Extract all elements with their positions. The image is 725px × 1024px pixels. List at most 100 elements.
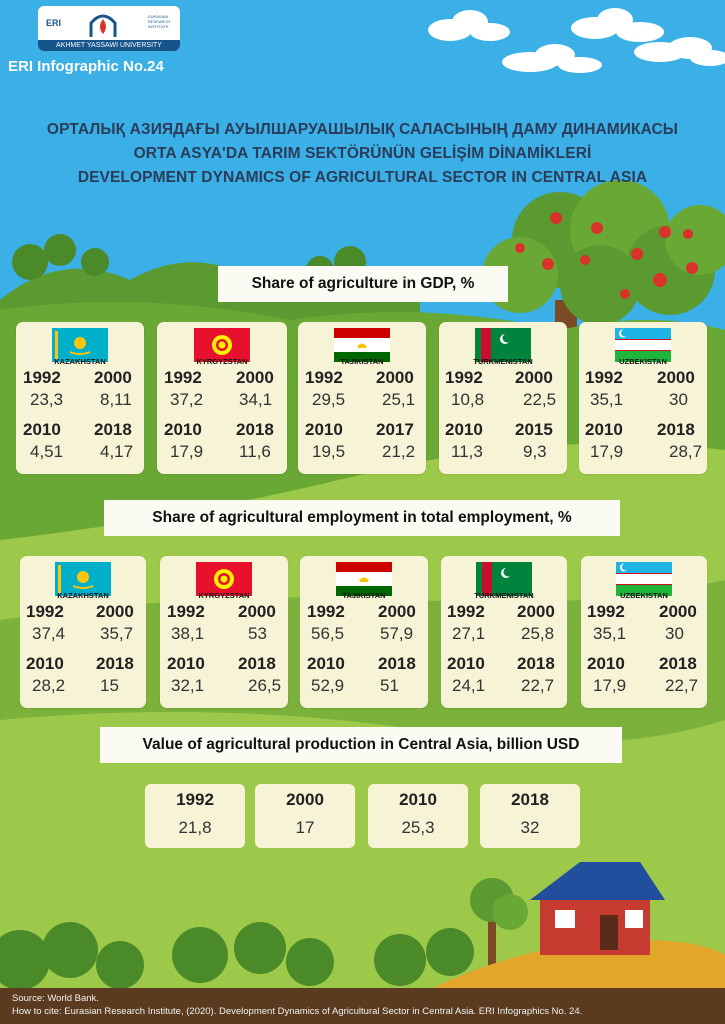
footer: Source: World Bank. How to cite: Eurasia… — [0, 988, 725, 1024]
country-name: KYRGYZSTAN — [196, 357, 248, 366]
value-label: 11,6 — [239, 442, 271, 461]
production-value: 32 — [520, 818, 540, 837]
tajikistan-flag-icon — [336, 562, 392, 596]
logo-subtitle: EURASIAN RESEARCH INSTITUTE — [148, 14, 171, 29]
value-label: 37,2 — [170, 390, 204, 409]
production-value: 21,8 — [178, 818, 212, 837]
country-name: KAZAKHSTAN — [54, 357, 106, 366]
year-label: 2015 — [515, 420, 553, 439]
value-label: 29,5 — [312, 390, 346, 409]
year-label: 1992 — [164, 368, 202, 387]
value-label: 28,7 — [669, 442, 703, 461]
country-card-tajikistan: TAJIKISTAN 1992 29,5 2000 25,1 2010 19,5 2017 21… — [298, 322, 426, 474]
value-label: 27,1 — [452, 624, 486, 643]
country-name: UZBEKISTAN — [620, 591, 668, 600]
house-icon — [530, 862, 665, 955]
country-card-kyrgyzstan: KYRGYZSTAN 1992 38,1 2000 53 2010 32,1 2018 26,5 — [160, 556, 288, 708]
year-label: 1992 — [307, 602, 345, 621]
production-value: 25,3 — [401, 818, 435, 837]
year-label: 2010 — [305, 420, 343, 439]
value-label: 24,1 — [452, 676, 486, 695]
country-card-turkmenistan: TURKMENISTAN 1992 10,8 2000 22,5 2010 11,3 2015… — [439, 322, 567, 474]
value-label: 4,51 — [30, 442, 64, 461]
value-label: 30 — [665, 624, 684, 643]
logo-short: ERI — [46, 18, 62, 28]
year-label: 2010 — [587, 654, 625, 673]
turkmenistan-flag-icon — [476, 562, 532, 596]
tajikistan-flag-icon — [334, 328, 390, 362]
title-kazakh: ОРТАЛЫҚ АЗИЯДАҒЫ АУЫЛШАРУАШЫЛЫҚ САЛАСЫНЫ… — [46, 121, 679, 138]
title-english: DEVELOPMENT DYNAMICS OF AGRICULTURAL SEC… — [77, 169, 648, 186]
value-label: 10,8 — [451, 390, 485, 409]
value-label: 32,1 — [171, 676, 205, 695]
year-label: 2000 — [378, 602, 416, 621]
production-year: 2010 — [399, 790, 437, 809]
production-card: 2010 25,3 — [368, 784, 468, 848]
uzbekistan-flag-icon — [615, 328, 671, 362]
uzbekistan-flag-icon — [616, 562, 672, 596]
value-label: 30 — [669, 390, 688, 409]
value-label: 9,3 — [523, 442, 547, 461]
infographic-label: ERI Infographic No.24 — [8, 58, 164, 75]
value-label: 22,5 — [523, 390, 557, 409]
year-label: 1992 — [587, 602, 625, 621]
value-label: 22,7 — [521, 676, 555, 695]
year-label: 2018 — [94, 420, 132, 439]
country-card-turkmenistan: TURKMENISTAN 1992 27,1 2000 25,8 2010 24,1 2018… — [441, 556, 567, 708]
country-name: KAZAKHSTAN — [57, 591, 109, 600]
production-section-title: Value of agricultural production in Cent… — [100, 727, 622, 763]
footer-citation: How to cite: Eurasian Research Institute… — [12, 1006, 583, 1017]
employment-section-title: Share of agricultural employment in tota… — [104, 500, 620, 536]
year-label: 2010 — [164, 420, 202, 439]
year-label: 2017 — [376, 420, 414, 439]
value-label: 15 — [100, 676, 119, 695]
value-label: 8,11 — [100, 390, 132, 409]
value-label: 21,2 — [382, 442, 416, 461]
eri-emblem-icon — [89, 14, 117, 37]
year-label: 2000 — [517, 602, 555, 621]
country-card-kazakhstan: KAZAKHSTAN 1992 37,4 2000 35,7 2010 28,2 2018 15 — [20, 556, 146, 708]
country-card-kyrgyzstan: KYRGYZSTAN 1992 37,2 2000 34,1 2010 17,9 2018 11… — [157, 322, 287, 474]
value-label: 35,1 — [590, 390, 624, 409]
year-label: 1992 — [445, 368, 483, 387]
year-label: 2010 — [585, 420, 623, 439]
year-label: 2000 — [515, 368, 553, 387]
country-card-uzbekistan: UZBEKISTAN 1992 35,1 2000 30 2010 17,9 2018 22,7 — [581, 556, 707, 708]
value-label: 51 — [380, 676, 399, 695]
year-label: 1992 — [23, 368, 61, 387]
year-label: 2000 — [376, 368, 414, 387]
value-label: 26,5 — [248, 676, 282, 695]
title-turkish: ORTA ASYA'DA TARIM SEKTÖRÜNÜN GELİŞİM Dİ… — [133, 145, 592, 162]
production-card: 2000 17 — [255, 784, 355, 848]
year-label: 2000 — [236, 368, 274, 387]
year-label: 2000 — [659, 602, 697, 621]
year-label: 1992 — [447, 602, 485, 621]
year-label: 2010 — [307, 654, 345, 673]
value-label: 35,1 — [593, 624, 627, 643]
eri-logo: ERI EURASIAN RESEARCH INSTITUTE AKHMET Y… — [38, 6, 180, 51]
gdp-section-title: Share of agriculture in GDP, % — [218, 266, 508, 302]
production-year: 1992 — [176, 790, 214, 809]
year-label: 2000 — [238, 602, 276, 621]
year-label: 2018 — [517, 654, 555, 673]
year-label: 1992 — [26, 602, 64, 621]
year-label: 1992 — [167, 602, 205, 621]
value-label: 34,1 — [239, 390, 273, 409]
production-card: 1992 21,8 — [145, 784, 245, 848]
country-name: TURKMENISTAN — [474, 591, 534, 600]
year-label: 2018 — [659, 654, 697, 673]
value-label: 22,7 — [665, 676, 699, 695]
logo-university: AKHMET YASSAWI UNIVERSITY — [38, 40, 180, 51]
year-label: 2010 — [447, 654, 485, 673]
footer-source: Source: World Bank. — [12, 993, 99, 1004]
production-year: 2000 — [286, 790, 324, 809]
value-label: 11,3 — [451, 442, 483, 461]
country-card-kazakhstan: KAZAKHSTAN 1992 23,3 2000 8,11 2010 4,51 2018 4,… — [16, 322, 144, 474]
year-label: 2018 — [657, 420, 695, 439]
value-label: 25,1 — [382, 390, 416, 409]
kyrgyzstan-flag-icon — [196, 562, 252, 596]
value-label: 56,5 — [311, 624, 345, 643]
country-name: TURKMENISTAN — [473, 357, 533, 366]
year-label: 2010 — [167, 654, 205, 673]
bush-icon — [0, 922, 474, 990]
